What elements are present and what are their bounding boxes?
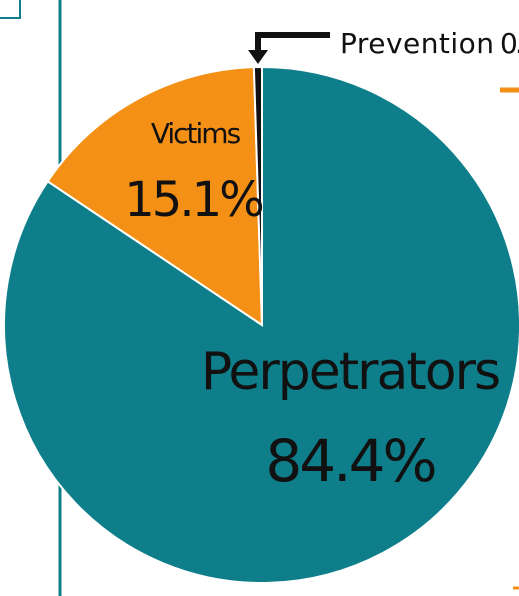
frame-corner — [0, 0, 21, 19]
value-label: 84.4% — [265, 427, 434, 495]
slice-label: Perpetrators — [201, 342, 499, 402]
leader-line — [255, 32, 330, 52]
slice-label: Prevention — [340, 27, 492, 60]
pie-slice — [46, 66, 264, 327]
slice-label: Victims — [151, 117, 241, 150]
value-label: 15.1% — [124, 172, 262, 228]
pie-slice — [252, 65, 263, 326]
pie — [3, 65, 519, 584]
leader-arrow — [248, 50, 268, 64]
value-label: 0.5% — [500, 27, 519, 60]
labels: Perpetrators 84.4% Victims 15.1% Prevention 0… — [124, 27, 519, 495]
